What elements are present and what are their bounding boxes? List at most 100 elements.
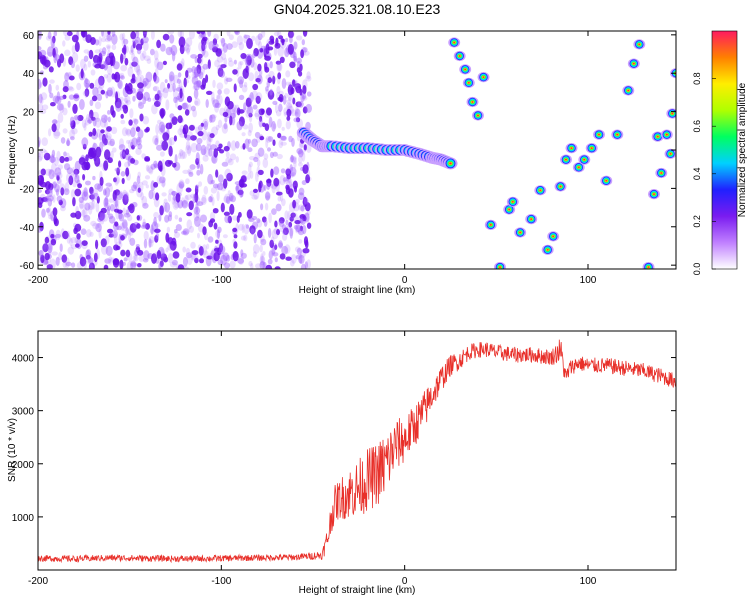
noise-speck [132,41,136,49]
noise-speck [154,100,161,107]
noise-speck [253,233,257,244]
noise-speck [294,111,299,116]
noise-speck [273,31,280,37]
noise-speck [173,74,179,84]
noise-speck [181,199,189,209]
noise-speck [215,230,221,238]
noise-speck [205,74,209,83]
noise-speck [223,211,230,216]
scatter-blob-core [605,179,608,182]
noise-speck [100,37,107,43]
noise-speck [293,41,298,50]
noise-speck [258,41,263,51]
noise-speck [75,174,80,180]
noise-speck [71,166,76,176]
noise-speck [81,137,89,148]
noise-speck [137,143,143,150]
y-tick-label: 4000 [12,354,35,365]
noise-speck [168,122,173,129]
noise-speck [74,188,82,197]
noise-speck [132,181,138,189]
noise-speck [277,118,282,129]
noise-speck [137,82,144,89]
noise-speck [106,73,112,83]
noise-speck [259,260,265,266]
noise-speck [288,97,292,102]
noise-speck [238,255,245,265]
noise-speck [181,151,187,159]
noise-speck [113,61,120,70]
noise-speck [145,126,150,132]
noise-speck [200,31,205,35]
noise-speck [247,163,252,174]
noise-speck [182,228,190,235]
noise-speck [89,194,95,200]
noise-speck [290,154,294,163]
noise-speck [291,212,298,221]
noise-speck [193,211,200,222]
scatter-blob-core [498,266,502,268]
noise-speck [253,62,258,71]
noise-speck [169,261,177,268]
noise-speck [74,116,81,125]
noise-speck [165,247,169,253]
noise-speck [170,191,178,196]
noise-speck [169,122,173,129]
noise-speck [197,130,204,137]
noise-speck [252,251,257,258]
noise-speck [282,227,289,235]
noise-speck [233,241,238,249]
noise-speck [158,264,162,269]
noise-speck [305,103,313,113]
noise-speck [80,68,84,79]
noise-speck [64,72,70,82]
noise-speck [295,101,302,108]
noise-speck [170,44,178,56]
noise-speck [196,137,203,145]
noise-speck [282,95,287,105]
noise-speck [290,171,296,178]
noise-speck [81,240,88,247]
noise-speck [104,187,111,198]
noise-speck [285,184,290,190]
noise-speck [301,93,307,100]
noise-speck [103,197,109,208]
noise-speck [148,189,154,200]
noise-speck [104,37,112,43]
noise-speck [78,196,84,204]
noise-speck [259,48,264,53]
noise-speck [51,119,58,125]
scatter-blob-core [530,218,533,220]
noise-speck [74,41,80,53]
noise-speck [211,97,216,104]
noise-speck [136,48,142,55]
x-tick-label: 0 [402,275,408,286]
noise-speck [119,150,125,158]
colorbar-frame [711,30,738,270]
noise-speck [276,191,283,196]
noise-speck [103,74,109,79]
noise-speck [202,50,209,58]
noise-speck [71,128,78,135]
noise-speck [136,175,141,185]
noise-speck [174,229,178,234]
noise-speck [139,113,144,122]
noise-speck [305,75,312,82]
noise-speck [272,151,278,157]
noise-speck [241,170,248,175]
x-tick-label: -100 [211,275,231,286]
noise-speck [288,221,293,228]
noise-speck [44,252,50,261]
noise-speck [82,90,90,97]
noise-speck [39,82,43,88]
noise-speck [202,118,209,128]
noise-speck [306,222,312,229]
noise-speck [52,95,60,104]
noise-speck [197,53,203,59]
noise-speck [186,254,193,265]
noise-speck [62,40,66,47]
noise-speck [257,169,264,176]
noise-speck [299,225,304,232]
x-tick-label: 0 [402,576,408,587]
